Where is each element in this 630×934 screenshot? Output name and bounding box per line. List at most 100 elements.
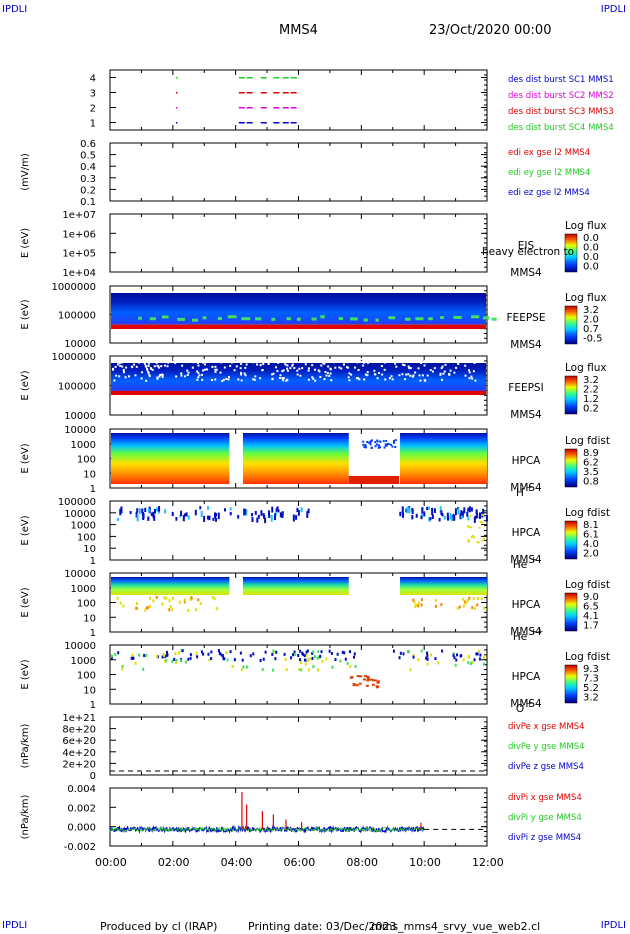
spectrogram-speck — [402, 652, 405, 656]
spectrogram-speck — [354, 664, 357, 668]
spectrogram-band — [111, 325, 486, 329]
spectrogram-gap — [141, 371, 144, 374]
spectrogram-gap — [312, 359, 315, 362]
spectrogram-speck — [467, 517, 470, 521]
spectrogram-speck — [148, 596, 151, 600]
spectrogram-speck — [208, 515, 211, 521]
spectrogram-speck — [303, 654, 306, 658]
species-charge: + — [530, 555, 537, 564]
spectrogram-speck — [229, 650, 232, 654]
spectrogram-gap — [267, 360, 270, 363]
instrument-label: FEEPSI — [508, 382, 543, 394]
spectrogram-speck — [161, 655, 164, 659]
y-tick-label: 6e+20 — [62, 736, 96, 747]
spectrogram-gap — [175, 375, 178, 378]
spectrogram-patch — [363, 318, 368, 322]
spectrogram-gap — [147, 362, 150, 365]
spectrogram-patch — [440, 316, 444, 320]
spectrogram-gap — [404, 378, 407, 381]
spectrogram-gap — [113, 379, 116, 382]
spectrogram-gap — [363, 378, 366, 381]
spectrogram-gap — [116, 363, 119, 366]
spectrogram-speck — [239, 651, 242, 655]
spectrogram-speck — [478, 649, 481, 653]
spectrogram-speck — [122, 604, 125, 608]
spectrogram-gap — [282, 358, 285, 361]
colorbar-tick: 6.5 — [583, 602, 599, 613]
overlay-label: heavy electron to — [482, 246, 574, 258]
spectrogram-speck — [426, 654, 429, 658]
spectrogram-gap — [138, 361, 141, 364]
spectrogram-speck — [367, 678, 371, 681]
spectrogram-speck — [260, 510, 263, 516]
spectrogram-speck — [194, 608, 197, 612]
colorbar-tick: 0.0 — [583, 243, 599, 254]
spectrogram-speck — [469, 515, 472, 518]
spectrogram-speck — [153, 508, 156, 514]
spectrogram-speck — [384, 444, 387, 447]
spectrogram-speck — [132, 656, 135, 660]
spectrogram-speck — [408, 507, 411, 514]
burst-mark — [260, 77, 267, 79]
spectrogram-gap — [118, 375, 121, 378]
panel-frame — [109, 213, 488, 273]
spectrogram-speck — [222, 657, 225, 661]
y-tick-label: 0.4 — [80, 162, 96, 173]
spectrogram-gap — [464, 374, 467, 377]
spectrogram-speck — [268, 514, 271, 518]
spectrogram-speck — [460, 654, 463, 658]
spectrogram-speck — [214, 512, 217, 519]
spectrogram-speck — [429, 517, 432, 521]
spectrogram-gap — [420, 361, 423, 364]
spectrogram-speck — [418, 601, 421, 605]
instrument-label: HPCA — [512, 455, 542, 467]
panel-feepse — [109, 285, 578, 345]
spectrogram-gap — [237, 378, 240, 381]
spectrogram-speck — [136, 606, 139, 610]
spectrogram-gap — [442, 372, 445, 375]
spectrogram-gap — [363, 360, 366, 363]
spectrogram-speck — [462, 658, 465, 662]
spectrogram-patch — [227, 315, 237, 319]
spacecraft-title: MMS4 — [279, 23, 318, 38]
spectrogram-speck — [305, 653, 308, 657]
spectrogram-speck — [145, 606, 148, 610]
spectrogram-gap — [455, 366, 458, 369]
colorbar-tick: 3.2 — [583, 375, 599, 386]
spectrogram-gap — [262, 362, 265, 365]
spectrogram-gap — [366, 361, 369, 364]
spectrogram-gap — [468, 377, 471, 380]
spectrogram-gap — [467, 369, 470, 372]
spectrogram-speck — [221, 654, 224, 658]
spectrogram-speck — [366, 441, 369, 444]
spectrogram-speck — [433, 508, 436, 513]
spectrogram-gap — [373, 373, 376, 376]
spectrogram-gap — [347, 366, 350, 369]
spectrogram-speck — [271, 506, 274, 513]
spectrogram-speck — [330, 651, 333, 655]
spectrogram-speck — [383, 446, 386, 449]
spectrogram-speck — [364, 446, 367, 449]
spectrogram-gap — [358, 378, 361, 381]
spectrogram-gap — [186, 374, 189, 377]
spectrogram-patch — [271, 317, 276, 321]
spectrogram-gap — [253, 378, 256, 381]
spectrogram-speck — [350, 676, 354, 679]
spectrogram-gap — [181, 364, 184, 367]
spectrogram-speck — [174, 652, 177, 656]
spectrogram-speck — [317, 668, 320, 672]
spectrogram-speck — [473, 606, 476, 610]
spectrogram-patch — [405, 317, 411, 321]
y-tick-label: 0.000 — [67, 823, 96, 834]
spectrogram-gap — [320, 364, 323, 367]
spectrogram-speck — [183, 513, 186, 517]
colorbar-tick: 2.2 — [583, 385, 599, 396]
y-tick-label: 1000 — [71, 521, 96, 532]
panel-frame — [109, 69, 488, 131]
spectrogram-gap — [317, 369, 320, 372]
spectrogram-speck — [474, 515, 477, 520]
spectrogram-gap — [390, 375, 393, 378]
spectrogram-patch — [350, 317, 358, 321]
burst-mark — [175, 107, 178, 109]
spectrogram-speck — [189, 656, 192, 660]
